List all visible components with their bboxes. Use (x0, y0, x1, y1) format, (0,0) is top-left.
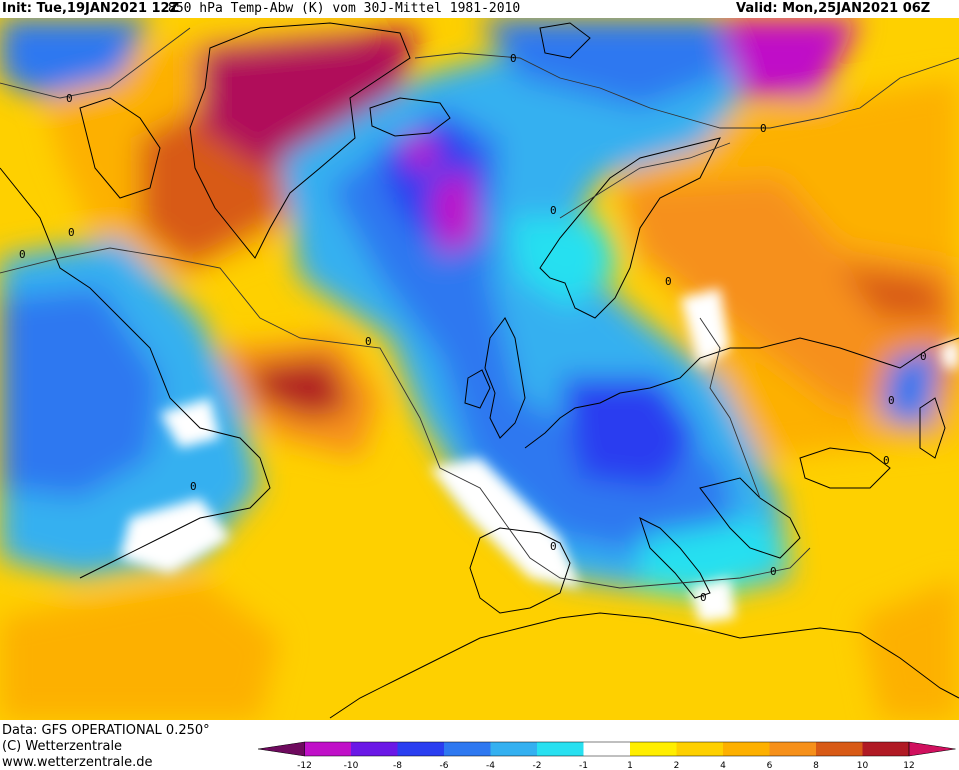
colorbar-tick-label: -12 (297, 761, 312, 770)
colorbar-segment (908, 741, 956, 757)
colorbar-tick-label: 6 (767, 761, 773, 770)
coastlines (0, 22, 959, 719)
colorbar-tick-label: 8 (813, 761, 819, 770)
zero-contours (0, 27, 959, 589)
labrador-coast (0, 167, 271, 579)
contour-label: 0 (883, 454, 890, 467)
colorbar-tick-label: -6 (440, 761, 449, 770)
contour-label: 0 (190, 480, 197, 493)
colorbar-segment (257, 741, 305, 757)
contour-label: 0 (365, 335, 372, 348)
europe-coast (524, 337, 959, 449)
colorbar-segment (444, 742, 491, 756)
colorbar-tick-label: 10 (857, 761, 869, 770)
contour-label: 0 (770, 565, 777, 578)
anomaly-field (0, 18, 959, 720)
italy-coast (639, 517, 711, 599)
chart-header: Init: Tue,19JAN2021 12Z 850 hPa Temp-Abw… (0, 0, 959, 18)
british-isles-coast (484, 317, 526, 439)
colorbar-outline (304, 741, 910, 757)
contour-label: 0 (68, 226, 75, 239)
contour-label: 0 (888, 394, 895, 407)
colorbar-segment (397, 742, 444, 756)
scandinavia-coast (539, 137, 721, 319)
colorbar-tick-label: -8 (393, 761, 402, 770)
balkans-coast (699, 477, 801, 559)
contour-label: 0 (665, 275, 672, 288)
svalbard-coast (539, 22, 591, 59)
colorbar-segment (630, 742, 677, 756)
colorbar-segment (769, 742, 816, 756)
colorbar-tick-label: 4 (720, 761, 726, 770)
colorbar-tick-label: -1 (579, 761, 588, 770)
colorbar-tick-label: -4 (486, 761, 495, 770)
colorbar-segment (351, 742, 398, 756)
contour-label: 0 (920, 350, 927, 363)
colorbar-segment (304, 742, 351, 756)
site-url: www.wetterzentrale.de (2, 755, 153, 770)
contour-label: 0 (700, 591, 707, 604)
iberia-coast (469, 527, 571, 614)
black-sea-coast (799, 447, 891, 489)
contour-label: 0 (760, 122, 767, 135)
colorbar-segment (490, 742, 537, 756)
colorbar-segment (816, 742, 863, 756)
init-time: Init: Tue,19JAN2021 12Z (2, 1, 180, 16)
colorbar-segment (583, 742, 630, 756)
colorbar-tick-label: 2 (674, 761, 680, 770)
africa-coast (329, 612, 959, 719)
colorbar-segment (862, 742, 909, 756)
caspian-coast (919, 397, 946, 459)
chart-description: 850 hPa Temp-Abw (K) vom 30J-Mittel 1981… (168, 1, 521, 16)
colorbar-segment (723, 742, 770, 756)
ireland-coast (464, 369, 491, 409)
colorbar-tick-label: 12 (903, 761, 914, 770)
colorbar: -12 -10 -8 -6 -4 -2 -1 1 2 4 6 8 10 12 (257, 741, 956, 770)
contour-label: 0 (66, 92, 73, 105)
colorbar-segment (676, 742, 723, 756)
colorbar-tick-label: 1 (627, 761, 633, 770)
iceland-coast (369, 97, 451, 137)
colorbar-tick-label: -2 (533, 761, 542, 770)
copyright: (C) Wetterzentrale (2, 739, 123, 754)
colorbar-segment (537, 742, 584, 756)
contour-labels: 0 0 0 0 0 0 0 0 0 0 0 0 0 0 0 (19, 52, 927, 604)
contour-label: 0 (19, 248, 26, 261)
data-source: Data: GFS OPERATIONAL 0.250° (2, 723, 210, 738)
colorbar-tick-label: -10 (344, 761, 359, 770)
baffin-coast (79, 97, 161, 199)
greenland-coast (189, 22, 411, 259)
contour-label: 0 (550, 540, 557, 553)
temperature-anomaly-map: 0 0 0 0 0 0 0 0 0 0 0 0 0 0 0 (0, 18, 959, 720)
contour-label: 0 (510, 52, 517, 65)
valid-time: Valid: Mon,25JAN2021 06Z (736, 1, 931, 16)
contour-label: 0 (550, 204, 557, 217)
